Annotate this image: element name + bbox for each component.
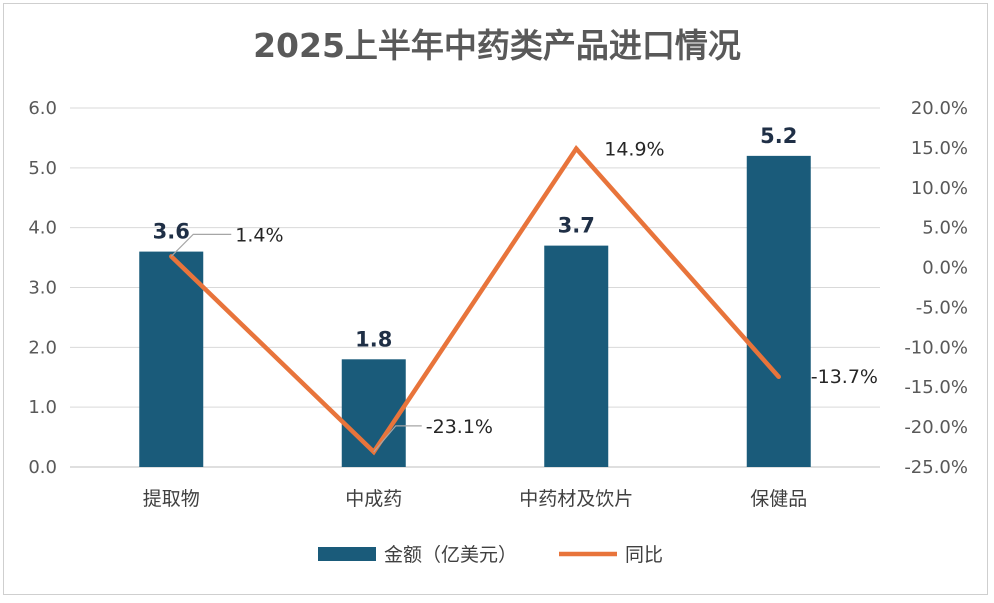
bar [544,245,609,467]
right-tick-label: -10.0% [904,337,968,358]
line-value-label: -23.1% [426,416,493,438]
left-tick-label: 4.0 [28,218,57,239]
bar-series [139,155,811,467]
right-axis: -25.0% -20.0% -15.0% -10.0% -5.0% 0.0% 5.0% 10.… [904,98,968,478]
line-point [776,374,781,380]
line-label-leader [170,233,232,257]
right-tick-label: -25.0% [904,457,968,478]
left-tick-label: 2.0 [28,337,57,358]
bar-value-label: 3.6 [153,220,190,244]
right-tick-label: -5.0% [916,297,968,318]
right-tick-label: -20.0% [904,417,968,438]
bar-value-label: 3.7 [558,214,595,238]
line-label-leader [373,425,422,453]
legend: 金额（亿美元） 同比 [318,544,663,566]
right-tick-label: 0.0% [922,258,968,279]
line-value-label: -13.7% [811,366,878,388]
left-tick-label: 0.0 [28,457,57,478]
right-tick-label: 15.0% [911,138,968,159]
category-label: 提取物 [143,488,200,510]
bar [139,251,204,467]
category-label: 中药材及饮片 [519,488,633,510]
legend-bar-swatch [318,547,376,561]
legend-line-label: 同比 [625,544,663,566]
left-tick-label: 5.0 [28,158,57,179]
right-tick-label: 20.0% [911,98,968,119]
right-tick-label: 5.0% [922,218,968,239]
right-tick-label: -15.0% [904,377,968,398]
line-value-label: 14.9% [604,139,664,161]
left-tick-label: 6.0 [28,98,57,119]
category-label: 中成药 [345,488,402,510]
left-tick-label: 3.0 [28,278,57,299]
line-value-labels: 1.4% -23.1% 14.9% -13.7% [170,139,878,453]
bar-value-label: 5.2 [760,124,797,148]
category-axis: 提取物 中成药 中药材及饮片 保健品 [143,488,808,510]
grid [70,107,880,468]
line-point [574,146,579,151]
category-label: 保健品 [750,488,807,510]
line-series [169,145,781,456]
line-value-label: 1.4% [235,224,283,246]
line-path [169,145,781,456]
bar-value-labels: 3.6 1.8 3.7 5.2 [153,124,798,351]
bar [746,155,811,467]
legend-bar-label: 金额（亿美元） [384,544,517,566]
left-tick-label: 1.0 [28,397,57,418]
chart-title: 2025上半年中药类产品进口情况 [253,26,741,65]
right-tick-label: 10.0% [911,178,968,199]
bar-value-label: 1.8 [355,327,392,351]
left-axis: 0.0 1.0 2.0 3.0 4.0 5.0 6.0 [28,98,57,478]
